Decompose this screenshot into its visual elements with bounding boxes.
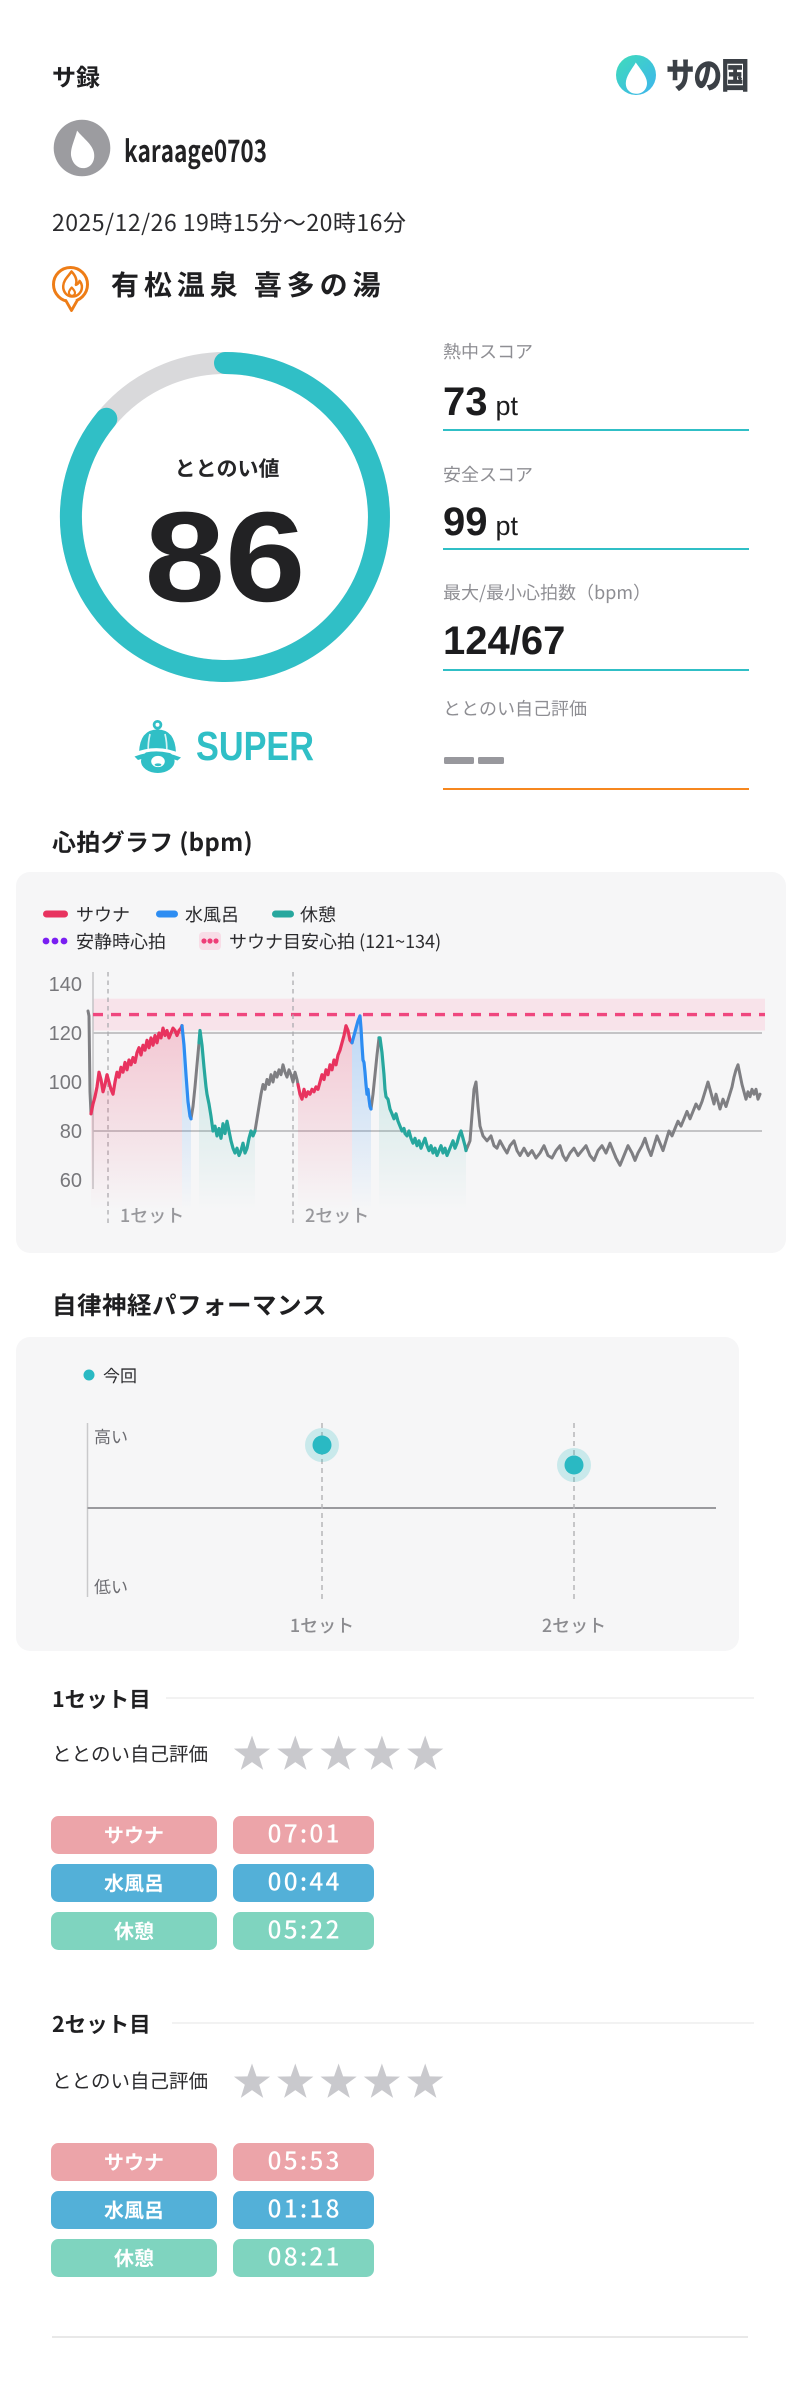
svg-text:86: 86 (145, 486, 306, 629)
svg-text:124/67: 124/67 (443, 619, 565, 663)
svg-text:73: 73 (443, 380, 488, 424)
svg-text:SUPER: SUPER (196, 723, 314, 769)
svg-text:140: 140 (49, 974, 82, 996)
svg-text:pt: pt (495, 511, 518, 541)
svg-text:100: 100 (49, 1072, 82, 1094)
svg-text:120: 120 (49, 1023, 82, 1045)
svg-text:60: 60 (60, 1170, 82, 1192)
svg-text:80: 80 (60, 1121, 82, 1143)
svg-text:99: 99 (443, 500, 488, 544)
svg-text:pt: pt (495, 391, 518, 421)
